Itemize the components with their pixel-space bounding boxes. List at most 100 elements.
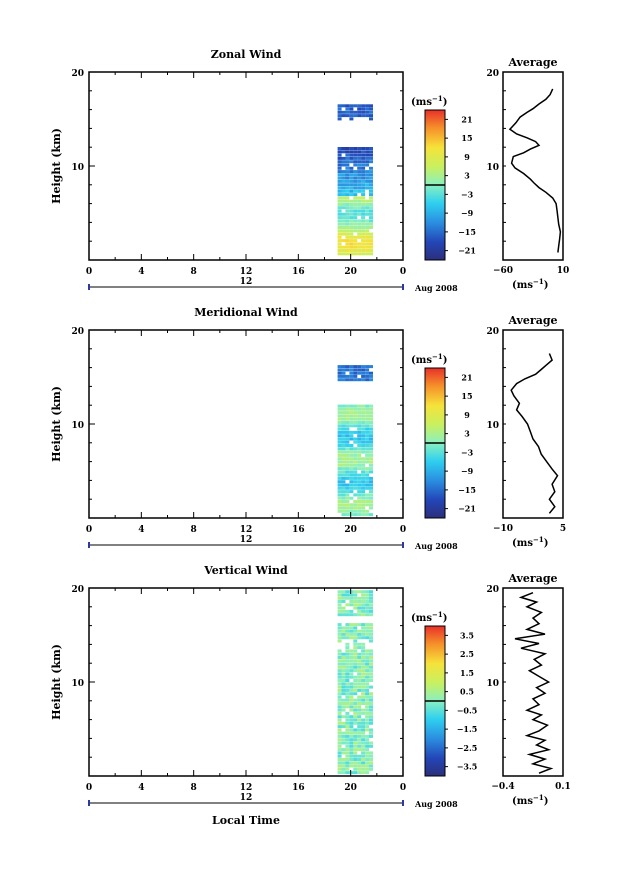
heat-cell <box>349 114 354 118</box>
heat-cell <box>353 705 358 709</box>
heat-cell <box>353 685 358 689</box>
heat-cell <box>349 457 354 461</box>
heat-cell <box>357 163 362 167</box>
heat-cell <box>345 758 350 761</box>
heat-cell <box>361 232 366 236</box>
heat-cell <box>353 744 358 748</box>
heat-cell <box>349 758 354 761</box>
heat-cell <box>365 649 370 653</box>
heat-cell <box>369 378 373 382</box>
heat-cell <box>365 179 370 183</box>
heat-cell <box>345 176 350 180</box>
heat-cell <box>353 371 358 375</box>
heat-cell <box>365 212 370 216</box>
profile-title: Average <box>507 56 557 69</box>
heat-cell <box>365 480 370 484</box>
colorbar-tick-label: 2.5 <box>460 649 474 659</box>
heat-cell <box>349 368 354 372</box>
heat-cell <box>369 675 373 679</box>
heat-cell <box>357 235 362 239</box>
heat-cell <box>349 486 354 490</box>
heat-cell <box>369 193 373 197</box>
heat-cell <box>341 206 346 210</box>
heat-cell <box>365 509 370 513</box>
colorbar-tick-label: 21 <box>461 114 472 124</box>
heat-cell <box>349 199 354 203</box>
heat-cell <box>357 623 362 627</box>
profile-x-tick-label: 5 <box>560 524 566 534</box>
heat-cell <box>357 104 362 108</box>
heat-cell <box>345 417 350 421</box>
heat-cell <box>341 721 346 725</box>
heat-cell <box>353 751 358 755</box>
heat-cell <box>361 734 366 738</box>
heat-cell <box>341 738 346 742</box>
heat-cell <box>349 513 354 517</box>
heat-cell <box>361 417 366 421</box>
colorbar-tick-label: −15 <box>458 227 476 237</box>
heat-cell <box>345 163 350 167</box>
heat-cell <box>345 166 350 170</box>
heat-cell <box>361 718 366 722</box>
heat-cell <box>357 708 362 712</box>
x-tick-label: 8 <box>191 267 197 277</box>
heat-cell <box>369 639 373 643</box>
heat-cell <box>349 725 354 729</box>
heat-cell <box>353 623 358 627</box>
heat-cell <box>369 245 373 249</box>
heat-cell <box>365 761 370 765</box>
heat-cell <box>357 463 362 467</box>
heat-cell <box>365 721 370 725</box>
heat-cell <box>361 407 366 411</box>
heat-cell <box>349 424 354 428</box>
heat-cell <box>365 427 370 431</box>
heat-cell <box>365 593 370 597</box>
heat-cell <box>365 500 370 503</box>
heat-cell <box>365 679 370 682</box>
heat-cell <box>337 457 342 461</box>
heat-cell <box>357 509 362 513</box>
heat-cell <box>353 662 358 666</box>
month-label: Aug 2008 <box>414 799 458 809</box>
heat-cell <box>337 725 342 729</box>
heat-cell <box>369 593 373 597</box>
heat-cell <box>345 104 350 108</box>
heat-cell <box>341 748 346 752</box>
heat-cell <box>365 421 370 424</box>
heat-cell <box>357 741 362 745</box>
heat-cell <box>337 692 342 696</box>
heat-cell <box>369 613 373 617</box>
heat-cell <box>353 626 358 630</box>
heat-cell <box>357 226 362 229</box>
heat-cell <box>353 606 358 610</box>
heat-cell <box>365 590 370 594</box>
heat-cell <box>337 771 342 775</box>
heat-cell <box>341 232 346 236</box>
heat-cell <box>349 430 354 434</box>
heat-cell <box>345 642 350 646</box>
heat-cell <box>357 758 362 761</box>
heat-cell <box>349 421 354 424</box>
heat-cell <box>369 166 373 170</box>
heat-cell <box>361 186 366 190</box>
heat-cell <box>345 490 350 494</box>
x-tick-label: 0 <box>86 267 92 277</box>
heat-cell <box>361 166 366 170</box>
heat-cell <box>337 590 342 594</box>
heat-cell <box>349 688 354 692</box>
profile-x-tick-label: −10 <box>493 524 513 534</box>
heat-cell <box>365 702 370 705</box>
heat-cell <box>341 758 346 761</box>
heat-cell <box>361 649 366 653</box>
heat-cell <box>361 767 366 771</box>
heat-cell <box>353 636 358 640</box>
heat-cell <box>369 652 373 656</box>
heat-cell <box>341 590 346 594</box>
heat-cell <box>357 764 362 768</box>
heat-cell <box>361 189 366 193</box>
heat-cell <box>365 771 370 775</box>
heat-cell <box>337 705 342 709</box>
heat-cell <box>357 748 362 752</box>
heat-cell <box>349 596 354 600</box>
heat-cell <box>361 741 366 745</box>
